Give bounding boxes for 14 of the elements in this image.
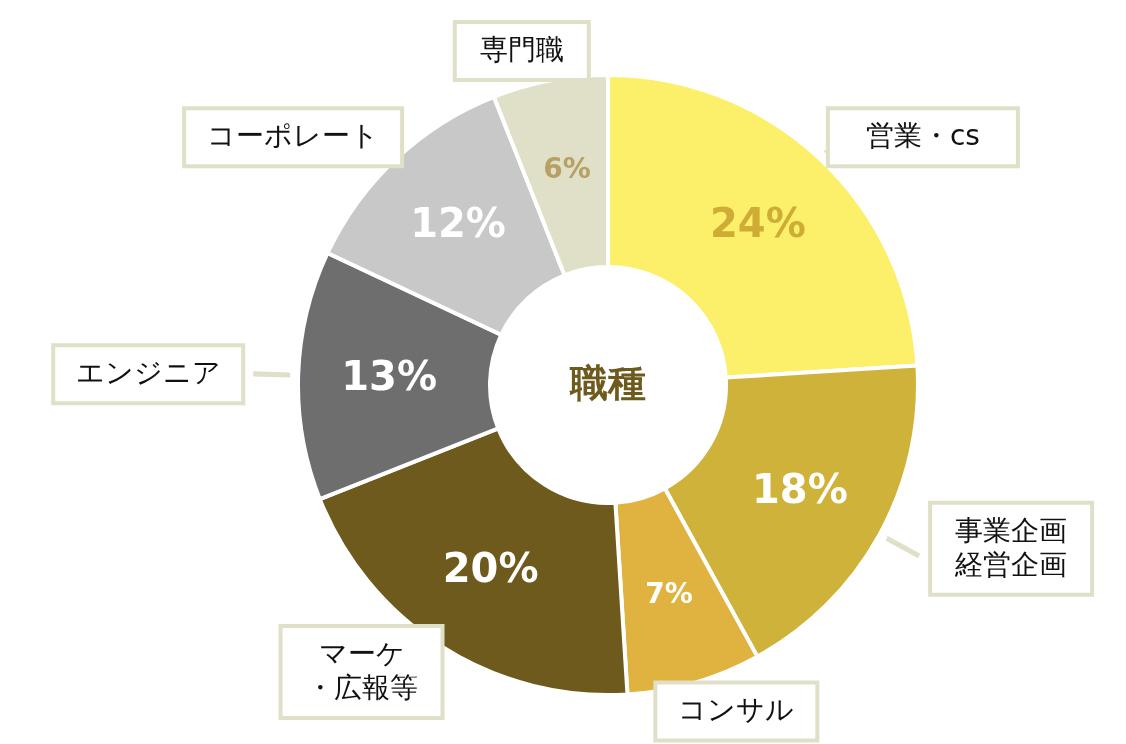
text: 職種 (569, 361, 646, 405)
data-label: 20% (442, 544, 539, 591)
data-label: 7% (645, 577, 693, 611)
data-label: 6% (543, 151, 591, 185)
slice-label: コーポレート (207, 119, 380, 153)
slice-label: 専門職 (479, 33, 564, 67)
slice-label: コンサル (678, 693, 795, 727)
data-label: 13% (341, 353, 437, 400)
slice-label: マーケ・広報等 (305, 637, 418, 705)
data-label: 18% (752, 465, 848, 512)
slice-label: 営業・cs (865, 119, 980, 153)
slice-label: 事業企画経営企画 (954, 513, 1068, 581)
data-label: 24% (710, 200, 806, 247)
slice-label: エンジニア (75, 356, 221, 390)
